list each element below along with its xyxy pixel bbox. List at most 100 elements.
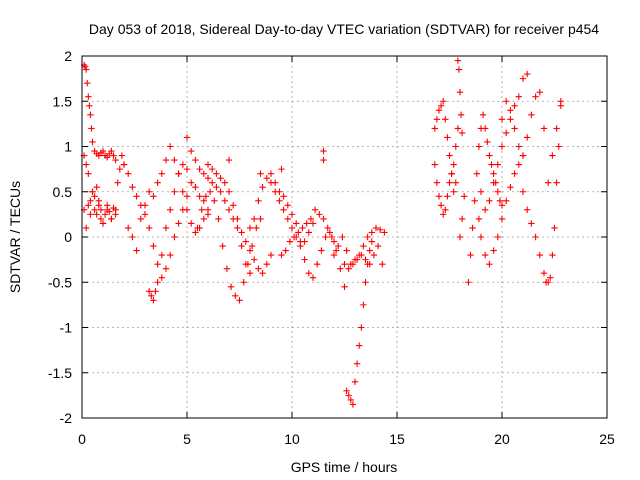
data-point xyxy=(234,215,241,223)
data-point xyxy=(433,179,441,186)
data-point xyxy=(284,215,291,223)
data-point xyxy=(490,170,497,177)
data-point xyxy=(557,98,564,105)
data-point xyxy=(133,247,140,254)
data-point xyxy=(360,301,367,309)
data-point xyxy=(496,197,504,204)
data-point xyxy=(171,156,178,164)
series-late-g xyxy=(519,98,564,286)
data-point xyxy=(515,143,522,150)
data-point xyxy=(524,134,531,141)
data-point xyxy=(104,206,111,214)
data-point xyxy=(314,260,321,268)
data-point xyxy=(454,57,462,64)
data-point xyxy=(280,206,287,214)
data-point xyxy=(278,165,285,173)
data-point xyxy=(112,211,119,218)
data-point xyxy=(259,270,266,277)
data-point xyxy=(276,188,283,195)
data-point xyxy=(246,270,254,277)
data-point xyxy=(362,279,369,286)
data-point xyxy=(337,265,344,272)
data-point xyxy=(251,215,258,223)
data-point xyxy=(511,102,518,109)
data-point xyxy=(188,147,195,155)
data-point xyxy=(349,401,357,408)
data-point xyxy=(311,206,319,214)
data-point xyxy=(200,215,207,223)
y-tick-label: 1 xyxy=(64,139,72,155)
data-point xyxy=(88,125,95,132)
data-point xyxy=(141,211,149,218)
data-point xyxy=(238,242,245,250)
data-point xyxy=(85,170,92,177)
data-point xyxy=(446,152,453,159)
series-early-high xyxy=(80,61,119,164)
data-point xyxy=(498,143,506,150)
data-point xyxy=(211,197,218,204)
data-point xyxy=(343,387,350,395)
data-point xyxy=(458,129,466,137)
data-point xyxy=(494,188,501,195)
data-point xyxy=(477,188,485,195)
x-axis-label: GPS time / hours xyxy=(291,459,398,475)
data-point xyxy=(309,274,317,281)
x-tick-label: 25 xyxy=(599,431,615,447)
data-point xyxy=(108,215,115,223)
data-point xyxy=(196,165,203,173)
data-point xyxy=(198,206,205,214)
data-point xyxy=(179,161,186,168)
data-point xyxy=(471,197,478,204)
data-point xyxy=(213,184,220,191)
data-point xyxy=(456,233,464,241)
data-point xyxy=(209,179,216,186)
data-point xyxy=(154,260,161,268)
data-point xyxy=(295,229,302,236)
data-point xyxy=(442,116,449,123)
data-point xyxy=(345,392,352,399)
series-late-c xyxy=(465,111,506,286)
data-point xyxy=(507,107,514,114)
data-point xyxy=(227,283,235,290)
data-point xyxy=(215,215,222,223)
data-point xyxy=(259,184,266,191)
data-point xyxy=(175,170,182,177)
data-point xyxy=(473,170,480,177)
data-point xyxy=(356,342,363,349)
data-point xyxy=(280,193,287,200)
data-point xyxy=(297,238,304,245)
data-point xyxy=(433,116,441,123)
series-late-a xyxy=(431,98,468,241)
data-point xyxy=(86,102,93,109)
data-point xyxy=(442,206,449,214)
data-point xyxy=(524,70,531,78)
y-tick-label: -1.5 xyxy=(48,365,72,381)
data-point xyxy=(322,233,329,241)
y-tick-label: 0.5 xyxy=(53,184,73,200)
data-point xyxy=(253,224,260,232)
data-point xyxy=(290,233,298,241)
data-point xyxy=(349,260,357,268)
data-point xyxy=(150,193,157,200)
data-point xyxy=(318,247,325,254)
data-point xyxy=(278,251,285,259)
data-point xyxy=(532,93,539,100)
data-point xyxy=(475,143,483,150)
data-point xyxy=(379,260,386,268)
data-point xyxy=(202,193,210,200)
data-point xyxy=(326,229,333,236)
data-point xyxy=(200,170,207,177)
data-point xyxy=(286,238,294,245)
data-point xyxy=(320,147,327,155)
data-point xyxy=(93,184,100,191)
data-point xyxy=(328,233,336,241)
data-point xyxy=(549,152,556,159)
data-point xyxy=(381,229,388,236)
series-late-spike xyxy=(454,57,466,137)
y-tick-label: -1 xyxy=(60,320,73,336)
data-point xyxy=(146,188,153,195)
data-point xyxy=(366,260,373,268)
data-point xyxy=(146,224,153,232)
data-point xyxy=(97,206,105,214)
data-point xyxy=(154,179,161,186)
